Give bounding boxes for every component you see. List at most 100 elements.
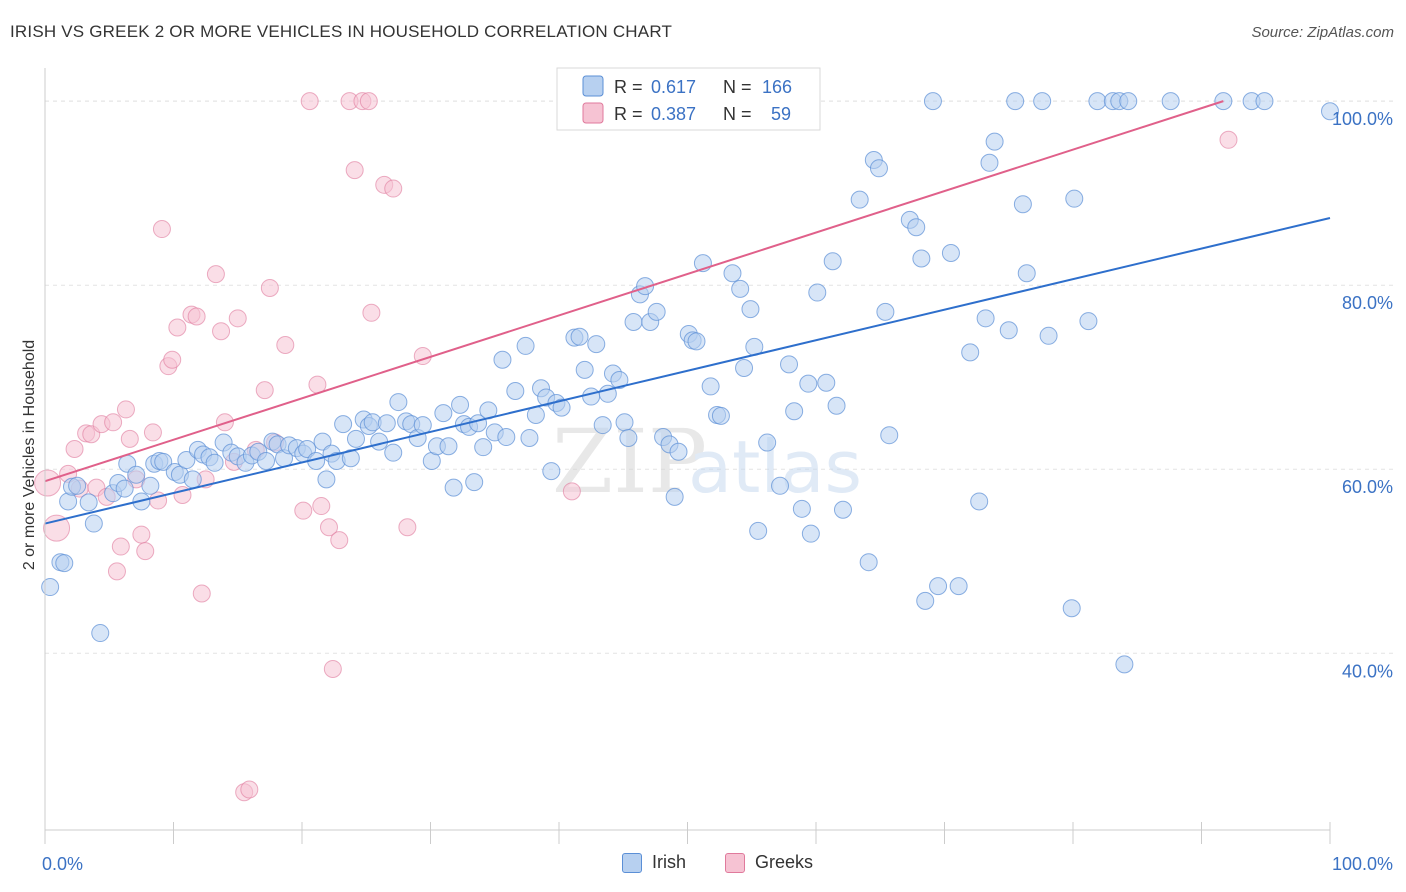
greeks-point — [319, 518, 338, 537]
irish-point — [961, 343, 980, 362]
watermark-atlas: atlas — [688, 425, 862, 509]
irish-point — [1006, 92, 1025, 111]
irish-point — [624, 313, 643, 331]
y-tick-label: 100.0% — [1332, 109, 1393, 129]
chart-title: IRISH VS GREEK 2 OR MORE VEHICLES IN HOU… — [10, 22, 673, 41]
legend-swatch-greeks-bottom — [725, 852, 745, 873]
x-tick-label: 100.0% — [1332, 854, 1393, 874]
irish-points — [41, 92, 1339, 674]
irish-point — [636, 277, 655, 296]
irish-point — [869, 159, 888, 178]
irish-point — [735, 359, 754, 378]
irish-point — [506, 382, 525, 401]
greeks-point — [120, 429, 139, 448]
irish-point — [1321, 102, 1339, 121]
irish-point — [389, 393, 408, 412]
irish-point — [1079, 312, 1098, 331]
irish-point — [1039, 326, 1058, 345]
greeks-point — [228, 309, 247, 328]
trend-lines — [44, 100, 1331, 525]
irish-point — [377, 414, 396, 433]
irish-point — [833, 500, 852, 519]
irish-point — [1033, 92, 1052, 111]
irish-point — [1013, 195, 1032, 214]
irish-point — [701, 377, 720, 396]
irish-point — [771, 476, 790, 495]
irish-point — [687, 332, 706, 351]
irish-point — [313, 432, 332, 451]
greeks-point — [1219, 130, 1238, 149]
irish-point — [79, 493, 98, 512]
irish-point — [1255, 92, 1274, 111]
irish-point — [451, 395, 470, 414]
irish-point — [647, 302, 666, 321]
irish-point — [1115, 655, 1134, 674]
greeks-point — [345, 161, 364, 180]
legend-irish-n-label: N = — [723, 77, 752, 97]
greeks-point — [294, 501, 313, 520]
irish-point — [542, 462, 561, 481]
greeks-point — [34, 469, 62, 497]
irish-point — [876, 302, 895, 321]
greeks-point — [359, 92, 378, 111]
legend-box: R = 0.617 N = 166 R = 0.387 N = 59 — [556, 67, 821, 131]
greeks-point — [116, 400, 135, 419]
irish-point — [1119, 92, 1138, 111]
irish-point — [731, 279, 750, 298]
greeks-point — [111, 537, 130, 556]
irish-point — [880, 426, 899, 445]
irish-point — [587, 335, 606, 354]
irish-point — [127, 465, 146, 484]
greeks-point — [187, 307, 206, 326]
irish-point — [976, 309, 995, 328]
y-tick-label: 60.0% — [1342, 477, 1393, 497]
greeks-point — [168, 318, 187, 337]
irish-point — [59, 492, 78, 511]
irish-point — [434, 404, 453, 423]
irish-point — [912, 249, 931, 268]
legend-item-greeks: Greeks — [725, 852, 813, 873]
irish-point — [907, 218, 926, 237]
greeks-point — [255, 381, 274, 400]
greeks-point — [107, 562, 126, 581]
irish-point — [801, 524, 820, 543]
irish-point — [610, 370, 629, 389]
legend-label-irish: Irish — [652, 852, 687, 872]
legend-greeks-r-value: 0.387 — [651, 104, 696, 124]
irish-point — [41, 578, 60, 597]
irish-point — [154, 452, 173, 471]
x-tick-label: 0.0% — [42, 854, 83, 874]
irish-point — [1088, 92, 1107, 111]
irish-point — [792, 499, 811, 518]
irish-point — [205, 453, 224, 472]
greeks-point — [398, 518, 417, 537]
irish-point — [257, 451, 276, 470]
irish-point — [520, 428, 539, 447]
irish-point — [799, 374, 818, 393]
legend-greeks-n-value: 59 — [771, 104, 791, 124]
greeks-point — [300, 92, 319, 111]
greeks-point — [384, 179, 403, 198]
irish-point — [758, 433, 777, 452]
irish-point — [439, 437, 458, 456]
irish-point — [711, 406, 730, 425]
grid-lines — [45, 100, 1395, 654]
irish-point — [346, 429, 365, 448]
irish-point — [780, 355, 799, 374]
irish-point — [615, 413, 634, 432]
irish-point — [850, 190, 869, 209]
irish-point — [808, 283, 827, 302]
legend-swatch-irish — [582, 75, 604, 97]
bottom-legend: Irish Greeks — [0, 852, 1406, 878]
greeks-point — [163, 350, 182, 369]
greeks-point — [206, 265, 225, 284]
irish-point — [985, 132, 1004, 151]
irish-point — [516, 336, 535, 355]
legend-greeks-r-label: R = — [614, 104, 643, 124]
irish-point — [1161, 92, 1180, 111]
irish-point — [999, 321, 1018, 340]
legend-greeks-n-label: N = — [723, 104, 752, 124]
irish-point — [91, 624, 110, 643]
greeks-points — [34, 92, 1238, 802]
